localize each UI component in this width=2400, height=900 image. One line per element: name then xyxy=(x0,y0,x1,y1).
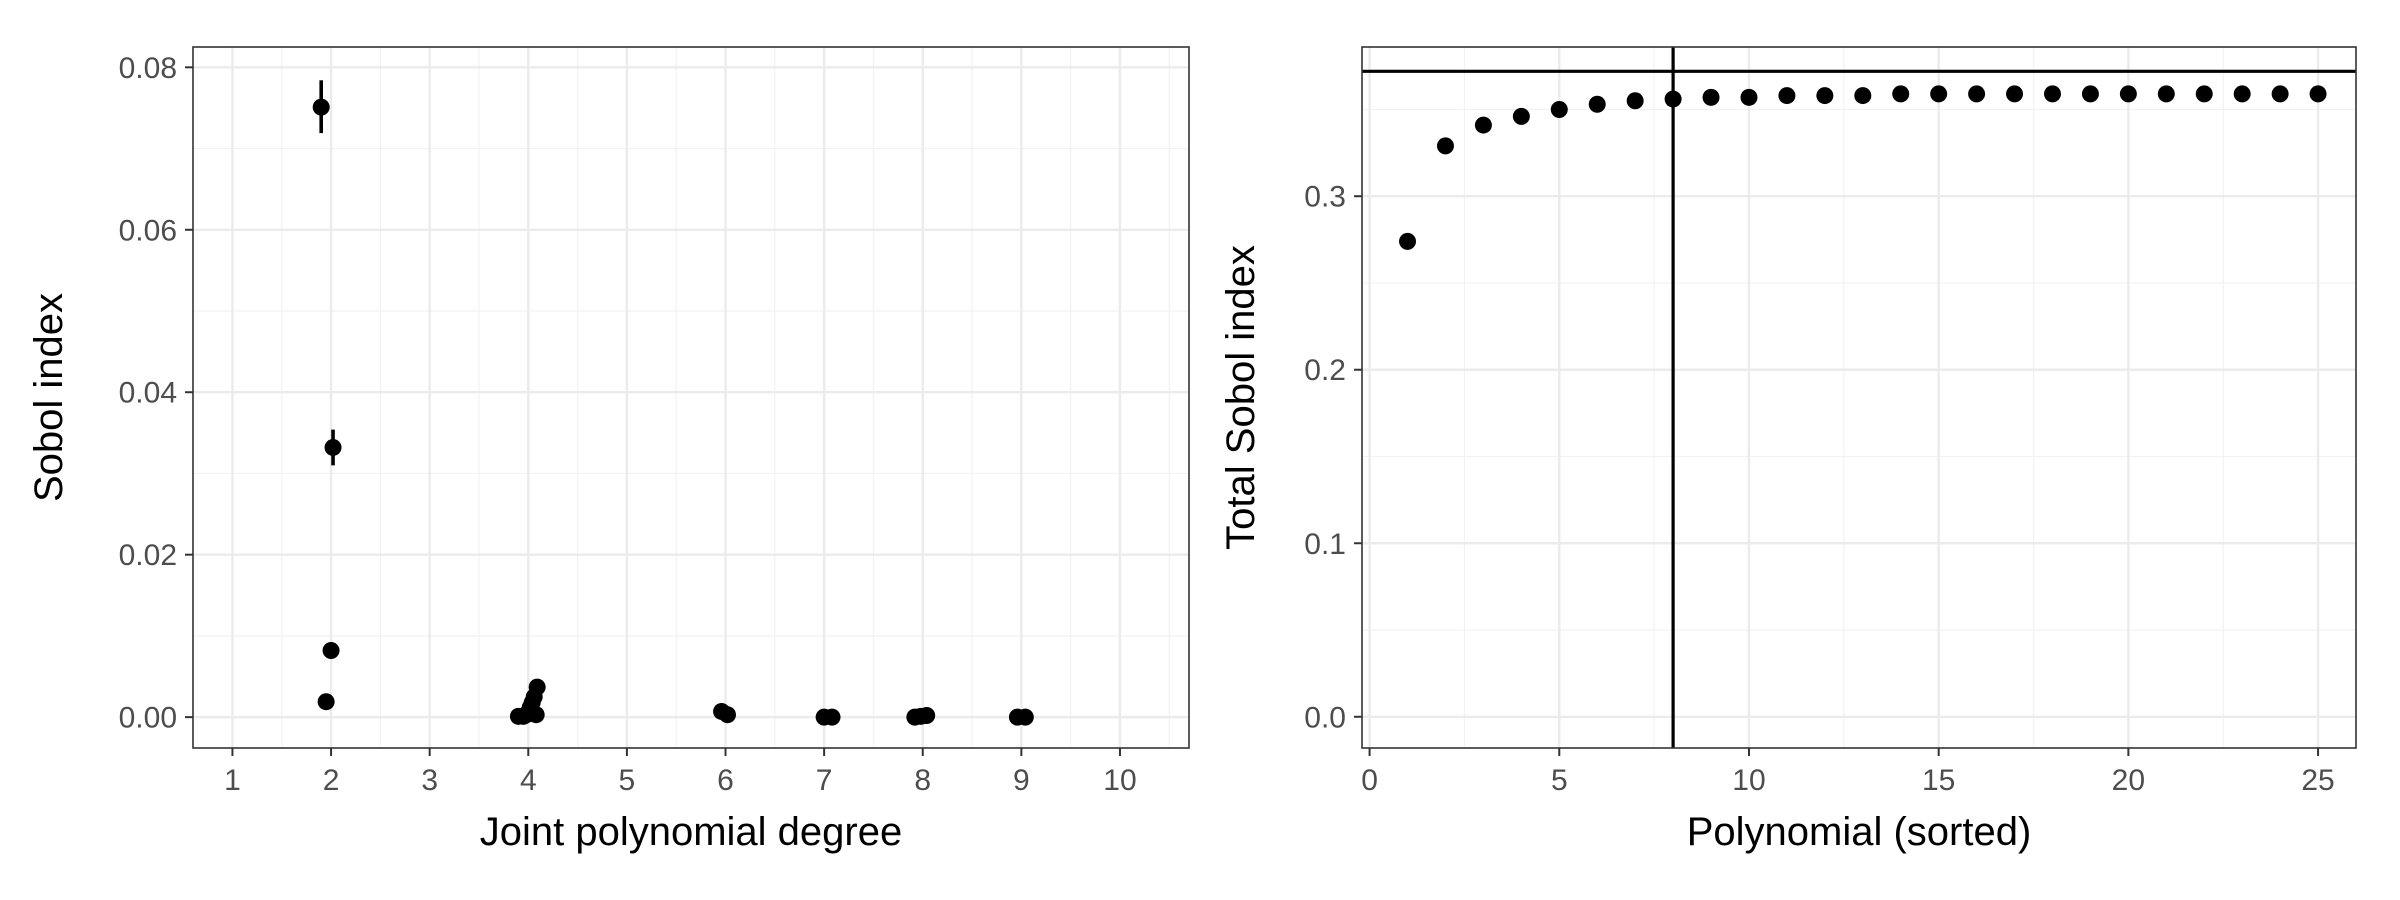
data-point xyxy=(1550,100,1568,118)
x-tick-label: 5 xyxy=(619,764,636,797)
data-point xyxy=(1968,85,1986,103)
data-point xyxy=(1816,87,1834,105)
data-point xyxy=(1702,88,1720,106)
x-tick-label: 25 xyxy=(2301,764,2334,797)
y-tick-label: 0.2 xyxy=(1304,354,1346,387)
x-tick-label: 10 xyxy=(1732,764,1765,797)
data-point xyxy=(312,98,330,116)
y-tick-label: 0.04 xyxy=(119,377,177,410)
x-tick-label: 0 xyxy=(1361,764,1378,797)
data-point xyxy=(1854,87,1872,105)
total-sobol-index-panel: 0 5 10 15 20 25 0.0 0.1 0.2 0.3 Polynomial (sorted… xyxy=(1219,46,2357,854)
data-point xyxy=(1892,85,1910,103)
data-point xyxy=(1399,232,1417,250)
x-tick-label: 1 xyxy=(224,764,241,797)
data-point xyxy=(324,438,342,456)
plot-background xyxy=(1362,47,2356,748)
x-tick-label: 2 xyxy=(323,764,340,797)
data-point xyxy=(528,678,546,696)
data-point xyxy=(1512,107,1530,125)
data-point xyxy=(2081,85,2099,103)
data-point xyxy=(2119,85,2137,103)
data-point xyxy=(2309,85,2327,103)
data-point xyxy=(2157,85,2175,103)
y-tick-label: 0.1 xyxy=(1304,528,1346,561)
data-point xyxy=(1474,116,1492,134)
x-tick-label: 8 xyxy=(914,764,931,797)
data-point xyxy=(1588,95,1606,113)
data-point xyxy=(1664,90,1682,108)
data-point xyxy=(2195,85,2213,103)
data-point xyxy=(2006,85,2024,103)
data-point xyxy=(823,708,841,726)
x-tick-label: 20 xyxy=(2112,764,2145,797)
plot-background xyxy=(193,47,1189,748)
y-axis-title: Sobol index xyxy=(27,293,71,502)
data-point xyxy=(1740,88,1758,106)
y-axis-title: Total Sobol index xyxy=(1219,245,1263,550)
y-tick-label: 0.02 xyxy=(119,539,177,572)
x-axis-title: Polynomial (sorted) xyxy=(1687,810,2032,854)
x-tick-label: 4 xyxy=(520,764,537,797)
y-tick-label: 0.3 xyxy=(1304,181,1346,214)
data-point xyxy=(1930,85,1948,103)
x-tick-label: 3 xyxy=(421,764,438,797)
sobol-index-panel: 1 2 3 4 5 6 7 8 9 10 0.00 0.02 0.04 0.06 0.08 Joint pol… xyxy=(27,46,1190,854)
x-tick-label: 15 xyxy=(1922,764,1955,797)
x-tick-label: 5 xyxy=(1551,764,1568,797)
data-point xyxy=(1626,92,1644,110)
data-point xyxy=(2233,85,2251,103)
data-point xyxy=(527,706,545,724)
data-point xyxy=(317,693,335,711)
x-tick-label: 6 xyxy=(717,764,734,797)
data-point xyxy=(918,707,936,725)
data-point xyxy=(1436,137,1454,155)
x-tick-label: 10 xyxy=(1103,764,1136,797)
x-axis-title: Joint polynomial degree xyxy=(480,810,902,854)
y-tick-label: 0.0 xyxy=(1304,701,1346,734)
panel-border xyxy=(192,46,1190,749)
data-point xyxy=(2271,85,2289,103)
data-point xyxy=(322,642,340,660)
y-tick-label: 0.06 xyxy=(119,214,177,247)
data-point xyxy=(718,706,736,724)
y-tick-label: 0.08 xyxy=(119,52,177,85)
data-point xyxy=(2043,85,2061,103)
data-point xyxy=(1016,708,1034,726)
y-tick-label: 0.00 xyxy=(119,702,177,735)
data-point xyxy=(1778,87,1796,105)
panel-border xyxy=(1361,46,2357,749)
x-tick-label: 9 xyxy=(1013,764,1030,797)
x-tick-label: 7 xyxy=(816,764,833,797)
